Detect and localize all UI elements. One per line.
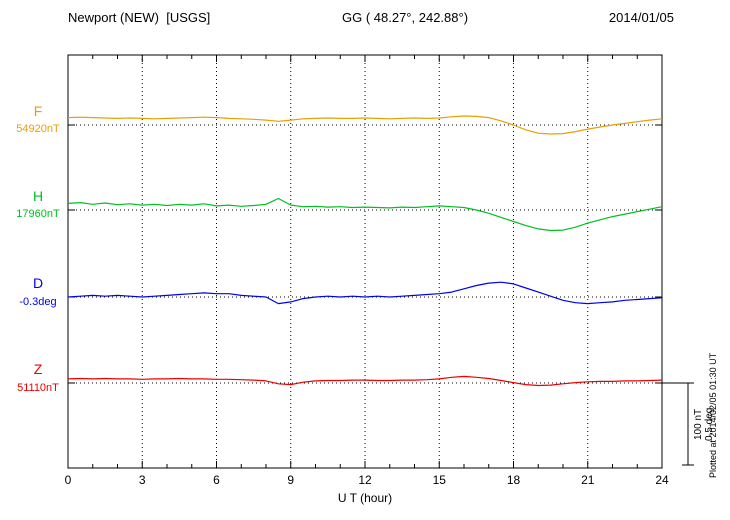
trace-Z xyxy=(67,375,663,387)
channel-baseline-H: 17960nT xyxy=(16,208,60,220)
plotted-at-stamp: Plotted at 2014/02/05 01:30 UT xyxy=(708,352,718,478)
x-axis-title: U T (hour) xyxy=(337,491,393,505)
x-tick-label-3: 3 xyxy=(138,473,146,487)
x-tick-label-6: 6 xyxy=(213,473,220,487)
channel-label-H: H xyxy=(32,188,44,204)
station-title: Newport (NEW) [USGS] xyxy=(68,10,211,25)
channel-baseline-D: -0.3deg xyxy=(19,296,57,308)
x-tick-label-0: 0 xyxy=(64,473,72,487)
channel-label-Z: Z xyxy=(33,361,43,377)
trace-F xyxy=(67,115,663,135)
x-tick-label-15: 15 xyxy=(432,473,446,487)
x-tick-label-24: 24 xyxy=(655,473,669,487)
x-tick-label-18: 18 xyxy=(506,473,521,487)
channel-baseline-F: 54920nT xyxy=(16,123,60,135)
trace-H xyxy=(67,197,663,232)
x-tick-label-21: 21 xyxy=(581,473,595,487)
geographic-coordinates: GG ( 48.27°, 242.88°) xyxy=(342,10,469,25)
trace-D xyxy=(67,281,663,305)
channel-baseline-Z: 51110nT xyxy=(17,382,59,394)
x-tick-label-12: 12 xyxy=(358,473,372,487)
plot-border xyxy=(67,54,663,469)
plot-date: 2014/01/05 xyxy=(608,10,674,25)
channel-label-D: D xyxy=(32,275,44,291)
x-tick-label-9: 9 xyxy=(287,473,295,487)
channel-label-F: F xyxy=(33,103,43,119)
scale-bar-nt: 100 nT xyxy=(693,408,704,440)
